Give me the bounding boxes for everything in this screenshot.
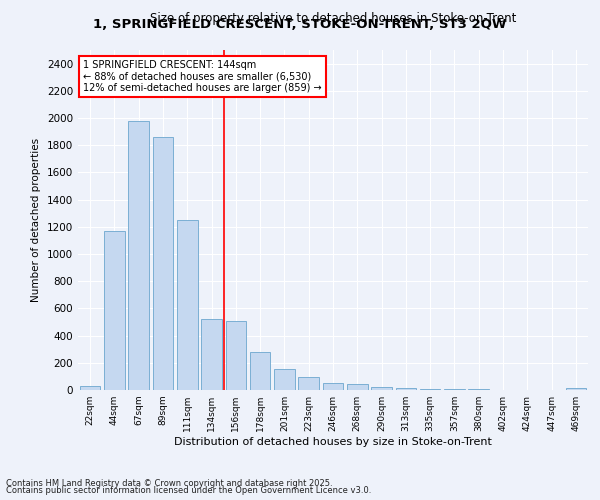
Bar (347, 384, 368, 390)
Bar (395, 388, 416, 390)
Bar (80, 386, 100, 390)
Bar (566, 388, 586, 390)
Bar (323, 383, 343, 390)
Bar (420, 389, 440, 390)
Bar (152, 137, 173, 390)
Bar (128, 120, 149, 390)
Text: Contains HM Land Registry data © Crown copyright and database right 2025.: Contains HM Land Registry data © Crown c… (6, 478, 332, 488)
Bar (371, 387, 392, 390)
Bar (274, 369, 295, 390)
Bar (201, 320, 222, 390)
Bar (104, 231, 125, 390)
Bar (250, 352, 271, 390)
Bar (298, 377, 319, 390)
Text: Contains public sector information licensed under the Open Government Licence v3: Contains public sector information licen… (6, 486, 371, 495)
Bar (226, 320, 246, 390)
Text: 1, SPRINGFIELD CRESCENT, STOKE-ON-TRENT, ST3 2QW: 1, SPRINGFIELD CRESCENT, STOKE-ON-TRENT,… (93, 18, 507, 30)
X-axis label: Distribution of detached houses by size in Stoke-on-Trent: Distribution of detached houses by size … (174, 437, 492, 447)
Text: 1 SPRINGFIELD CRESCENT: 144sqm
← 88% of detached houses are smaller (6,530)
12% : 1 SPRINGFIELD CRESCENT: 144sqm ← 88% of … (83, 60, 322, 94)
Y-axis label: Number of detached properties: Number of detached properties (31, 138, 41, 302)
Title: Size of property relative to detached houses in Stoke-on-Trent: Size of property relative to detached ho… (150, 12, 516, 25)
Bar (177, 220, 197, 390)
